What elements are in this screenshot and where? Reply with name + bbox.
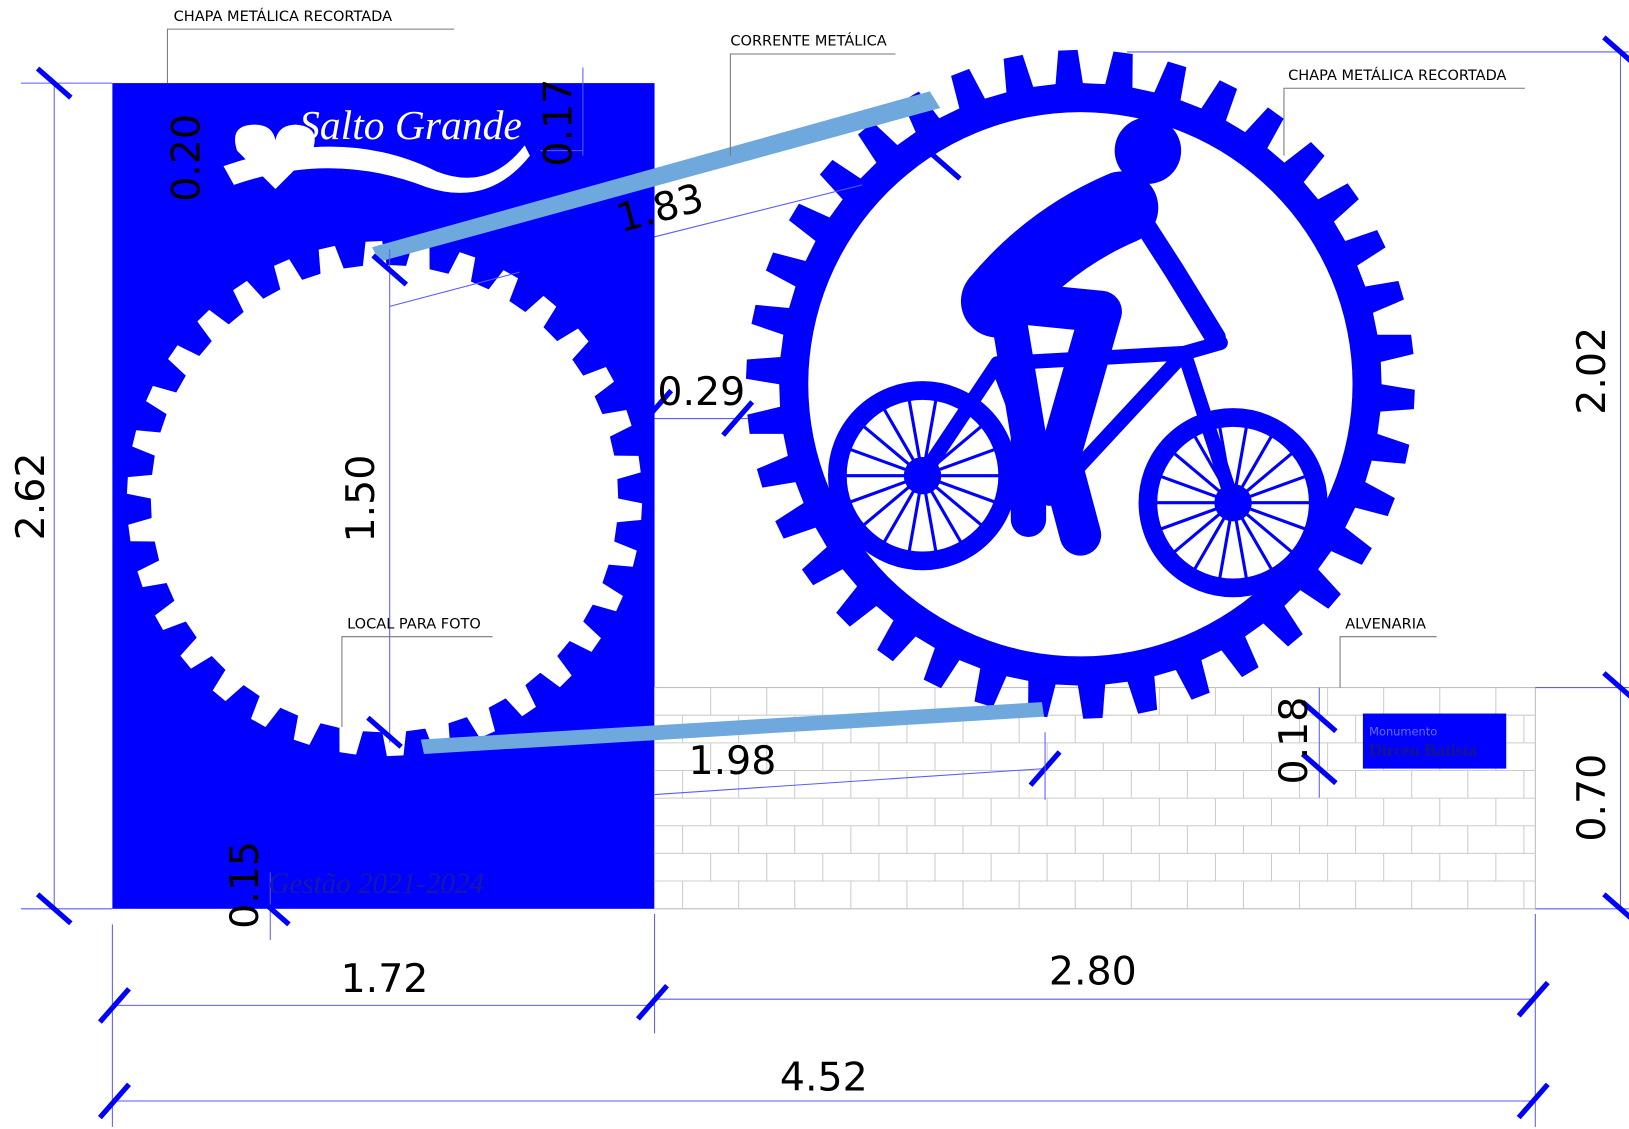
- cyclist: [1008, 312, 1029, 520]
- dimension: 0.15: [222, 841, 268, 929]
- shapes: [21, 29, 1629, 1127]
- dimension: 4.52: [780, 1055, 868, 1101]
- panel-footer: Gestão 2021-2024: [268, 868, 484, 900]
- leader: [1340, 637, 1437, 688]
- sign-name: Dirceu Batista: [1369, 740, 1477, 760]
- drawing: CHAPA METÁLICA RECORTADA CORRENTE METÁLI…: [0, 0, 1629, 1129]
- dimension: 1.50: [338, 455, 384, 543]
- label: CHAPA METÁLICA RECORTADA: [1288, 67, 1506, 84]
- dimension: 0.20: [164, 114, 210, 202]
- label: CHAPA METÁLICA RECORTADA: [174, 8, 392, 25]
- body: CHAPA METÁLICA RECORTADA CORRENTE METÁLI…: [0, 0, 1629, 1129]
- dimension: 2.02: [1569, 327, 1615, 415]
- leader: [167, 29, 454, 83]
- dimension: 1.98: [689, 738, 777, 784]
- dimension: 2.62: [8, 453, 54, 541]
- leader: [1284, 88, 1525, 156]
- label: CORRENTE METÁLICA: [730, 33, 886, 50]
- dimension: 2.80: [1049, 949, 1137, 995]
- dimension: 0.70: [1569, 754, 1615, 842]
- dimension-tick: [638, 986, 667, 1019]
- dimension: 0.18: [1271, 697, 1317, 785]
- page: Monumento {"labels": ["CHAPA METÁLICA RE…: [0, 0, 1629, 1129]
- panel-title: Salto Grande: [299, 102, 522, 148]
- dimension: 1.72: [341, 956, 429, 1002]
- cyclist-head: [1115, 117, 1181, 183]
- label: ALVENARIA: [1345, 616, 1426, 632]
- dimension: 0.29: [657, 369, 745, 415]
- sign-small: Monumento: [1369, 724, 1437, 738]
- label: LOCAL PARA FOTO: [347, 616, 481, 632]
- dimension: 0.17: [536, 79, 582, 167]
